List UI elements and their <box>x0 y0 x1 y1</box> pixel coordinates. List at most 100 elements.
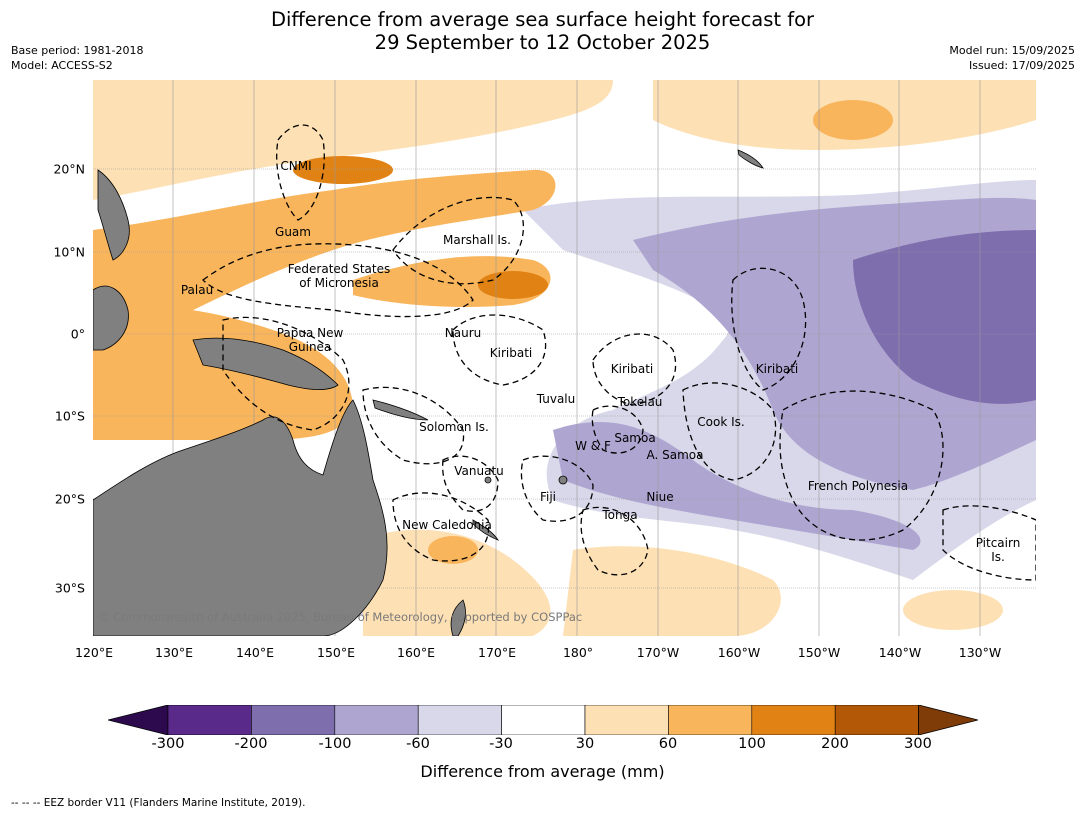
colorbar-extend-high <box>918 704 979 736</box>
label-pitcairn-line2: Is. <box>991 550 1005 564</box>
lat-label: 20°N <box>53 161 85 177</box>
eez-png <box>222 316 350 431</box>
lat-label: 30°S <box>54 580 85 596</box>
negative-anomaly-south <box>553 421 921 550</box>
label-cook-islands: Cook Is. <box>697 415 745 429</box>
eez-pitcairn <box>942 505 1036 581</box>
title-line-2: 29 September to 12 October 2025 <box>374 31 711 54</box>
vanuatu-islands <box>484 476 492 484</box>
label-tuvalu: Tuvalu <box>536 392 576 406</box>
australia <box>93 399 388 636</box>
lat-label: 10°S <box>54 408 85 424</box>
colorbar-bin <box>501 704 586 736</box>
colorbar-bin <box>751 704 836 736</box>
colorbar-tick: 200 <box>821 736 849 752</box>
eez-french-polynesia <box>779 390 944 541</box>
eez-kiribati-gilbert <box>452 314 547 386</box>
label-niue: Niue <box>646 490 674 504</box>
positive-anomaly-southwest <box>363 529 551 636</box>
label-american-samoa: A. Samoa <box>646 448 704 462</box>
colorbar-tick: 60 <box>658 736 678 752</box>
lon-label: 150°W <box>797 645 841 660</box>
label-wallis-futuna: W & F <box>575 439 611 453</box>
chart-title: Difference from average sea surface heig… <box>0 8 1085 54</box>
label-fiji: Fiji <box>539 490 557 504</box>
colorbar-tick: 300 <box>904 736 932 752</box>
lon-label: 120°E <box>74 645 114 660</box>
positive-anomaly-west <box>93 80 613 200</box>
label-palau: Palau <box>180 283 214 297</box>
colorbar-tick: 30 <box>575 736 595 752</box>
philippines <box>97 169 130 261</box>
map-panel: CNMI Guam Marshall Is. Federated States … <box>93 80 1036 636</box>
colorbar-bin <box>334 704 419 736</box>
lon-label: 140°W <box>878 645 922 660</box>
lon-label: 150°E <box>316 645 356 660</box>
label-kiribati-west: Kiribati <box>489 346 533 360</box>
lon-label: 140°E <box>235 645 275 660</box>
label-pitcairn-line1: Pitcairn <box>975 536 1021 550</box>
positive-anomaly-se-patch <box>903 590 1003 630</box>
lon-label: 130°W <box>958 645 1002 660</box>
colorbar-tick: -100 <box>318 736 352 752</box>
label-solomon-islands: Solomon Is. <box>419 420 489 434</box>
label-french-polynesia: French Polynesia <box>807 479 909 493</box>
map-svg <box>93 80 1036 636</box>
eez-new-caledonia <box>392 492 490 562</box>
label-png-line1: Papua New <box>276 326 344 340</box>
colorbar-svg <box>107 704 979 736</box>
eez-marshall <box>392 196 525 285</box>
hawaii <box>737 149 764 169</box>
label-cnmi: CNMI <box>280 159 312 173</box>
new-guinea <box>192 337 339 390</box>
model-run: Model run: 15/09/2025 <box>949 44 1075 57</box>
eez-fiji <box>520 455 594 522</box>
colorbar-bin <box>834 704 919 736</box>
label-samoa: Samoa <box>614 431 656 445</box>
eez-micronesia <box>202 243 474 318</box>
label-kiribati-east: Kiribati <box>755 362 799 376</box>
colorbar-tick: -30 <box>489 736 513 752</box>
lon-label: 160°E <box>396 645 436 660</box>
borneo <box>93 285 129 351</box>
label-micronesia-line1: Federated States <box>287 262 391 276</box>
lon-label: 180° <box>562 645 594 660</box>
positive-anomaly-south <box>563 546 781 636</box>
title-line-1: Difference from average sea surface heig… <box>270 8 815 31</box>
colorbar-bin <box>668 704 753 736</box>
label-micronesia-line2: of Micronesia <box>299 276 379 290</box>
positive-anomaly-band <box>93 169 556 350</box>
positive-anomaly-north-core <box>293 156 393 184</box>
copyright-notice: © Commonwealth of Australia 2025, Bureau… <box>98 610 583 624</box>
solomon-islands <box>372 399 429 421</box>
colorbar-label: Difference from average (mm) <box>420 762 665 781</box>
colorbar-bin <box>167 704 252 736</box>
label-tonga: Tonga <box>602 508 638 522</box>
colorbar-tick: -200 <box>234 736 268 752</box>
label-vanuatu: Vanuatu <box>454 464 504 478</box>
label-guam: Guam <box>275 225 311 239</box>
positive-anomaly-micronesia-core <box>478 271 548 299</box>
positive-anomaly-ne-core <box>813 100 893 140</box>
lon-label: 160°W <box>717 645 761 660</box>
eez-vanuatu <box>442 455 499 512</box>
eez-footnote: -- -- -- EEZ border V11 (Flanders Marine… <box>11 797 306 809</box>
lat-label: 0° <box>70 326 85 342</box>
lon-label: 170°W <box>636 645 680 660</box>
model-name: Model: ACCESS-S2 <box>11 59 113 72</box>
base-period: Base period: 1981-2018 <box>11 44 144 57</box>
lon-label: 130°E <box>154 645 194 660</box>
new-zealand-north <box>450 599 466 636</box>
fiji-islands <box>558 475 568 485</box>
colorbar-bin <box>584 704 669 736</box>
label-nauru: Nauru <box>444 326 482 340</box>
issued-date: Issued: 17/09/2025 <box>968 59 1075 72</box>
colorbar-extend-low <box>107 704 169 736</box>
eez-kiribati-phoenix <box>592 333 677 406</box>
colorbar-tick: -300 <box>151 736 185 752</box>
anomaly-shading <box>93 80 1036 636</box>
eez-borders <box>202 124 1036 581</box>
label-png-line2: Guinea <box>288 340 332 354</box>
colorbar-tick: 100 <box>738 736 766 752</box>
eez-samoa <box>591 405 644 454</box>
